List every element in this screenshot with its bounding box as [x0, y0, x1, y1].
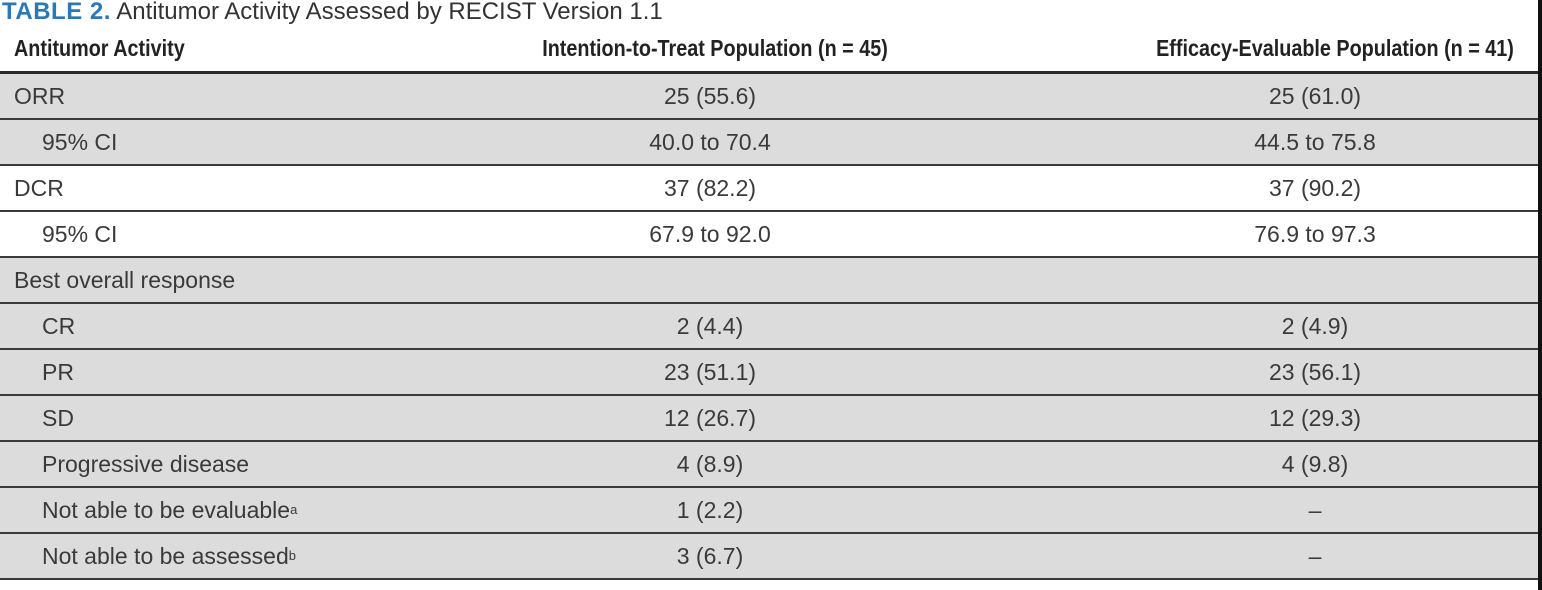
row-label: CR	[42, 312, 76, 339]
ee-value: 23 (56.1)	[1268, 358, 1362, 385]
itt-value: 23 (51.1)	[663, 358, 757, 385]
row-label: 95% CI	[42, 220, 118, 247]
table-row: Progressive disease 4 (8.9) 4 (9.8)	[0, 442, 1538, 488]
table-row: 95% CI 40.0 to 70.4 44.5 to 75.8	[0, 120, 1538, 166]
row-label: ORR	[14, 82, 66, 109]
ee-value: 44.5 to 75.8	[1254, 128, 1376, 155]
itt-value: 1 (2.2)	[676, 496, 744, 523]
header-itt-population: Intention-to-Treat Population (n = 45)	[542, 35, 888, 61]
table-title: TABLE 2. Antitumor Activity Assessed by …	[2, 0, 663, 25]
table-row: Best overall response	[0, 258, 1538, 304]
itt-value: 2 (4.4)	[676, 312, 744, 339]
row-label: Best overall response	[14, 266, 236, 293]
window-right-edge	[1538, 0, 1542, 590]
table-row: PR 23 (51.1) 23 (56.1)	[0, 350, 1538, 396]
row-label: Not able to be evaluable a	[42, 496, 298, 523]
ee-value: 4 (9.8)	[1281, 450, 1349, 477]
ee-value: 2 (4.9)	[1281, 312, 1349, 339]
header-efficacy-evaluable-population: Efficacy-Evaluable Population (n = 41)	[1156, 35, 1514, 61]
results-table: Antitumor Activity Intention-to-Treat Po…	[0, 26, 1538, 580]
itt-value: 12 (26.7)	[663, 404, 757, 431]
itt-value: 37 (82.2)	[663, 174, 757, 201]
table-header-row: Antitumor Activity Intention-to-Treat Po…	[0, 26, 1538, 74]
table-number: TABLE 2.	[2, 0, 111, 25]
row-label: SD	[42, 404, 74, 431]
table-row: SD 12 (26.7) 12 (29.3)	[0, 396, 1538, 442]
ee-value: 25 (61.0)	[1268, 82, 1362, 109]
itt-value	[460, 258, 960, 302]
table-row: CR 2 (4.4) 2 (4.9)	[0, 304, 1538, 350]
ee-value: –	[1308, 496, 1322, 523]
itt-value: 40.0 to 70.4	[649, 128, 771, 155]
row-label: Not able to be assessed b	[42, 542, 297, 569]
itt-value: 3 (6.7)	[676, 542, 744, 569]
table-row: ORR 25 (55.6) 25 (61.0)	[0, 74, 1538, 120]
table-row: 95% CI 67.9 to 92.0 76.9 to 97.3	[0, 212, 1538, 258]
ee-value: 76.9 to 97.3	[1254, 220, 1376, 247]
ee-value	[1050, 258, 1542, 302]
table-row: Not able to be assessed b 3 (6.7) –	[0, 534, 1538, 580]
ee-value: 37 (90.2)	[1268, 174, 1362, 201]
table-caption: Antitumor Activity Assessed by RECIST Ve…	[116, 0, 663, 25]
header-antitumor-activity: Antitumor Activity	[14, 35, 185, 61]
ee-value: –	[1308, 542, 1322, 569]
itt-value: 25 (55.6)	[663, 82, 757, 109]
table-row: Not able to be evaluable a 1 (2.2) –	[0, 488, 1538, 534]
row-label: 95% CI	[42, 128, 118, 155]
table-row: DCR 37 (82.2) 37 (90.2)	[0, 166, 1538, 212]
itt-value: 4 (8.9)	[676, 450, 744, 477]
ee-value: 12 (29.3)	[1268, 404, 1362, 431]
itt-value: 67.9 to 92.0	[649, 220, 771, 247]
row-label: DCR	[14, 174, 64, 201]
row-label: Progressive disease	[42, 450, 250, 477]
row-label: PR	[42, 358, 74, 385]
